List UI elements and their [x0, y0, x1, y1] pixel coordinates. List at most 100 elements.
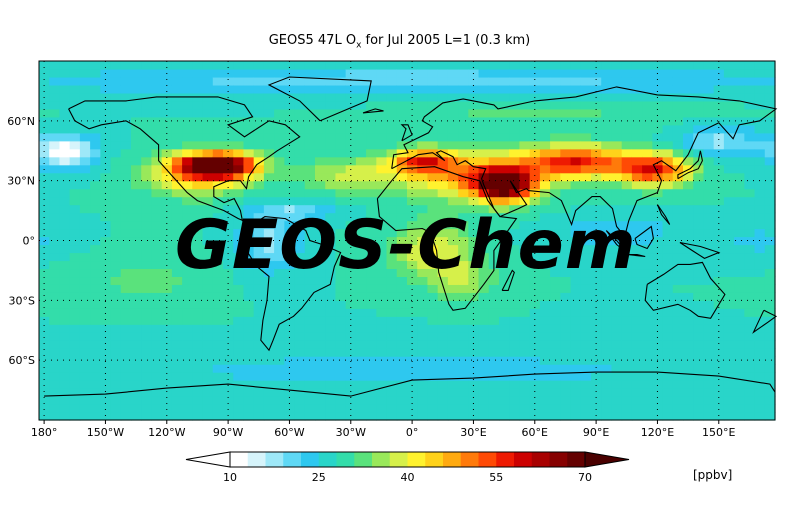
heatmap-cell [274, 340, 285, 349]
heatmap-cell [703, 292, 715, 301]
heatmap-cell [734, 348, 745, 357]
heatmap-cell [233, 268, 245, 278]
heatmap-cell [631, 236, 643, 246]
heatmap-cell [560, 276, 572, 285]
heatmap-cell [478, 372, 490, 381]
heatmap-cell [243, 228, 255, 238]
heatmap-cell [253, 188, 265, 198]
heatmap-cell [59, 396, 71, 405]
heatmap-cell [744, 404, 756, 413]
heatmap-cell [754, 348, 766, 357]
heatmap-cell [263, 404, 275, 413]
heatmap-cell [223, 244, 234, 254]
heatmap-cell [304, 84, 316, 94]
heatmap-cell [131, 140, 142, 150]
heatmap-cell [396, 76, 408, 86]
heatmap-cell [141, 284, 153, 293]
heatmap-cell [59, 204, 71, 214]
heatmap-cell [407, 292, 418, 301]
heatmap-cell [345, 188, 357, 198]
heatmap-cell [570, 244, 582, 254]
heatmap-cell [284, 412, 296, 421]
heatmap-cell [631, 132, 643, 142]
heatmap-cell [274, 180, 285, 190]
heatmap-cell [539, 308, 551, 317]
heatmap-cell [151, 388, 163, 397]
heatmap-cell [233, 196, 245, 206]
heatmap-cell [120, 100, 132, 110]
heatmap-cell [662, 268, 674, 278]
heatmap-cell [611, 244, 623, 254]
heatmap-cell [478, 140, 490, 150]
heatmap-cell [754, 396, 766, 405]
heatmap-cell [274, 172, 285, 182]
heatmap-cell [550, 388, 561, 397]
heatmap-cell [539, 220, 551, 230]
heatmap-cell [672, 156, 684, 166]
heatmap-cell [550, 228, 561, 238]
heatmap-cell [39, 188, 50, 198]
x-tick-label: 90°E [583, 426, 609, 439]
heatmap-cell [223, 356, 234, 365]
title-rest: for Jul 2005 L=1 (0.3 km) [361, 33, 531, 48]
heatmap-cell [274, 276, 285, 285]
heatmap-cell [539, 124, 551, 134]
heatmap-cell [642, 108, 653, 118]
heatmap-cell [284, 252, 296, 262]
heatmap-cell [396, 284, 408, 293]
heatmap-cell [560, 76, 572, 86]
heatmap-cell [131, 396, 142, 405]
heatmap-cell [611, 76, 623, 86]
heatmap-cell [110, 84, 122, 94]
heatmap-cell [315, 244, 326, 254]
heatmap-cell [49, 284, 61, 293]
heatmap-cell [621, 268, 633, 278]
heatmap-cell [499, 220, 510, 230]
heatmap-cell [141, 340, 153, 349]
heatmap-cell [151, 348, 163, 357]
heatmap-cell [182, 140, 193, 150]
heatmap-cell [192, 332, 204, 341]
heatmap-cell [683, 116, 694, 126]
heatmap-cell [171, 380, 183, 389]
heatmap-cell [345, 148, 357, 158]
heatmap-cell [263, 196, 275, 206]
heatmap-cell [59, 412, 71, 421]
heatmap-cell [110, 76, 122, 86]
heatmap-cell [744, 172, 756, 182]
heatmap-cell [49, 132, 61, 142]
heatmap-cell [161, 324, 173, 333]
heatmap-cell [192, 204, 204, 214]
heatmap-cell [662, 244, 674, 254]
heatmap-cell [529, 156, 541, 166]
heatmap-cell [427, 92, 439, 102]
colorbar-swatch [514, 452, 533, 467]
heatmap-cell [447, 388, 459, 397]
heatmap-cell [386, 332, 398, 341]
heatmap-cell [529, 252, 541, 262]
heatmap-cell [488, 228, 500, 238]
heatmap-cell [754, 268, 766, 278]
heatmap-cell [79, 100, 91, 110]
heatmap-cell [79, 396, 91, 405]
heatmap-cell [642, 212, 653, 222]
heatmap-cell [723, 340, 735, 349]
heatmap-cell [458, 196, 469, 206]
heatmap-cell [652, 100, 664, 110]
heatmap-cell [335, 148, 347, 158]
heatmap-cell [468, 316, 480, 325]
heatmap-cell [683, 172, 694, 182]
heatmap-cell [631, 68, 643, 78]
heatmap-cell [560, 268, 572, 278]
heatmap-cell [611, 388, 623, 397]
heatmap-cell [284, 236, 296, 246]
heatmap-cell [407, 284, 418, 293]
heatmap-cell [407, 180, 418, 190]
heatmap-cell [407, 212, 418, 222]
heatmap-cell [591, 76, 602, 86]
heatmap-cell [734, 308, 745, 317]
heatmap-cell [355, 228, 367, 238]
heatmap-cell [141, 156, 153, 166]
heatmap-cell [458, 412, 469, 421]
heatmap-cell [478, 84, 490, 94]
